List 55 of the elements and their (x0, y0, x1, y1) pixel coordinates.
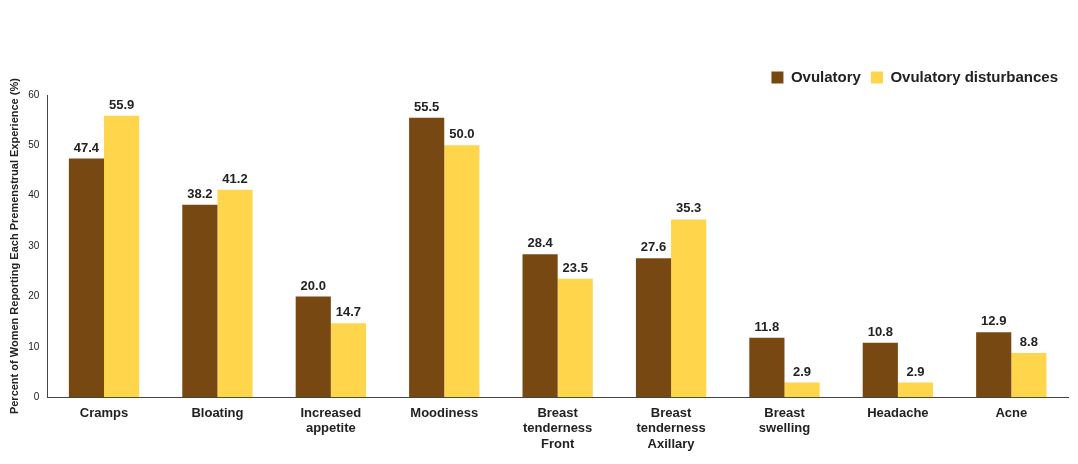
data-label: 55.9 (108, 96, 135, 112)
x-tick-label: Bloating (191, 404, 244, 420)
bar (671, 219, 707, 398)
data-label: 12.9 (981, 313, 1007, 329)
data-label: 47.4 (73, 139, 100, 155)
bar (522, 254, 558, 398)
bar (557, 278, 593, 398)
data-label: 35.3 (675, 200, 702, 216)
data-label: 55.5 (414, 98, 440, 114)
y-tick-label: 40 (28, 189, 40, 201)
bar (444, 145, 480, 398)
x-tick-label: Acne (995, 404, 1028, 420)
bar (409, 117, 445, 398)
data-label: 50.0 (449, 126, 475, 142)
data-label: 2.9 (906, 363, 925, 379)
y-tick-label: 60 (28, 88, 40, 100)
x-tick-label: Breast tenderness Axillary (636, 404, 706, 451)
bar (749, 337, 785, 398)
bar (182, 204, 218, 398)
legend-label: Ovulatory disturbances (890, 67, 1059, 85)
data-label: 27.6 (640, 239, 667, 255)
data-label: 41.2 (222, 170, 248, 186)
y-tick-label: 50 (28, 139, 40, 151)
bar (1011, 352, 1047, 398)
x-tick-label: Breast tenderness Front (522, 404, 593, 451)
legend-label: Ovulatory (790, 67, 862, 85)
data-label: 11.8 (754, 318, 780, 334)
bar (330, 323, 366, 398)
x-tick-label: Breast swelling (758, 404, 811, 436)
x-tick-label: Increased appetite (300, 404, 362, 436)
bar (635, 258, 672, 398)
data-label: 23.5 (562, 259, 588, 275)
bar (217, 189, 253, 398)
bar (295, 296, 331, 398)
y-tick-label: 0 (33, 390, 40, 402)
x-tick-label: Cramps (79, 404, 129, 420)
data-label: 28.4 (527, 235, 554, 251)
y-tick-label: 20 (28, 290, 40, 302)
y-tick-label: 10 (28, 340, 40, 352)
x-tick-label: Moodiness (410, 404, 479, 420)
data-label: 38.2 (187, 185, 213, 201)
bar (862, 342, 898, 398)
bar (976, 332, 1012, 398)
data-label: 8.8 (1019, 333, 1038, 349)
data-label: 20.0 (300, 277, 326, 293)
bar (897, 382, 934, 398)
data-label: 2.9 (793, 363, 812, 379)
y-axis-title: Percent of Women Reporting Each Premenstrual Experience (%) (7, 77, 20, 415)
data-label: 10.8 (867, 323, 893, 339)
y-tick-label: 30 (28, 239, 40, 251)
bar (104, 115, 140, 398)
bar (68, 158, 105, 398)
data-label: 14.7 (335, 304, 362, 320)
bar (784, 382, 820, 398)
x-tick-label: Headache (867, 404, 929, 420)
